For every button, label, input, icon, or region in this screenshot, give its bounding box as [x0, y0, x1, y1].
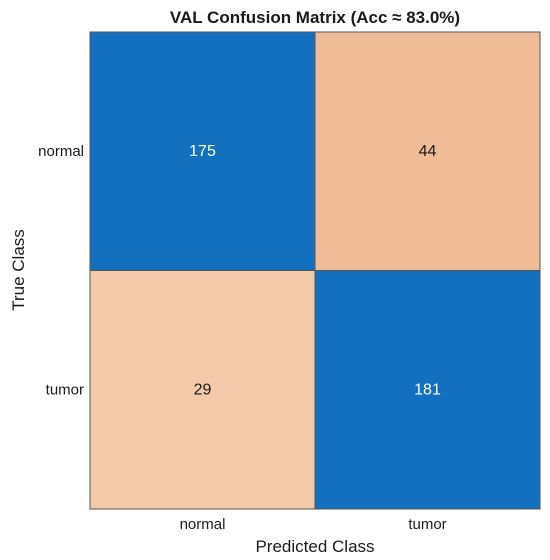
- x-tick-label-normal: normal: [180, 516, 226, 533]
- x-tick-label-tumor: tumor: [408, 516, 446, 533]
- y-tick-label-normal: normal: [38, 143, 84, 160]
- y-tick-label-tumor: tumor: [46, 381, 84, 398]
- matrix-cell-labels: 175 44 29 181: [189, 143, 441, 399]
- y-tick-labels: normal tumor: [38, 143, 84, 399]
- chart-title: VAL Confusion Matrix (Acc ≈ 83.0%): [170, 8, 460, 27]
- x-tick-labels: normal tumor: [180, 516, 447, 533]
- y-axis-label: True Class: [9, 229, 28, 311]
- matrix-cells: [89, 31, 541, 510]
- cell-value-tumor-tumor: 181: [414, 381, 441, 398]
- matrix-cell-normal-tumor: [314, 31, 541, 271]
- x-axis-label: Predicted Class: [255, 537, 374, 556]
- cell-value-normal-tumor: 44: [419, 143, 437, 160]
- matrix-cell-tumor-tumor: [314, 270, 541, 510]
- matrix-cell-normal-normal: [89, 31, 316, 271]
- cell-value-normal-normal: 175: [189, 143, 216, 160]
- cell-value-tumor-normal: 29: [194, 381, 212, 398]
- matrix-cell-tumor-normal: [89, 270, 316, 510]
- plot-frame: [89, 31, 541, 510]
